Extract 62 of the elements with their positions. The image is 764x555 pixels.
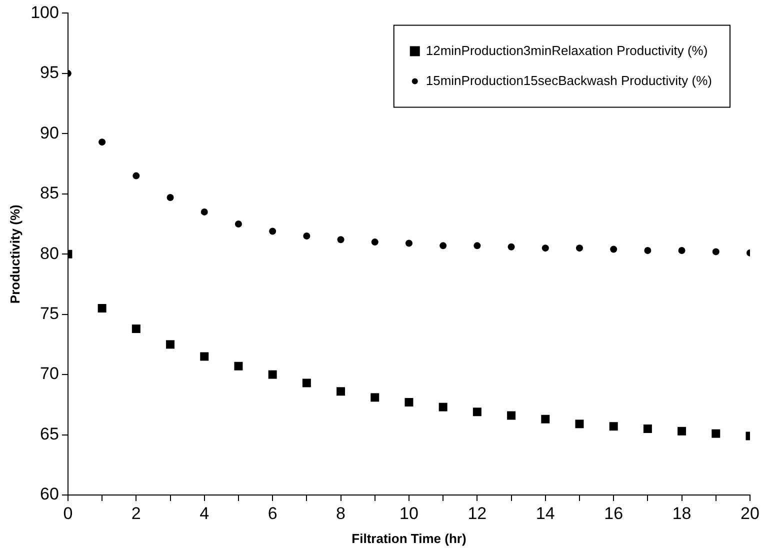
point bbox=[438, 402, 448, 412]
point bbox=[166, 340, 175, 349]
point bbox=[234, 362, 243, 370]
point bbox=[166, 194, 174, 201]
x-tick-label: 8 bbox=[336, 504, 346, 523]
x-tick-label: 14 bbox=[536, 504, 555, 523]
x-tick-label: 20 bbox=[740, 504, 760, 523]
x-tick-label: 10 bbox=[400, 504, 418, 523]
y-tick-label: 95 bbox=[40, 63, 59, 82]
point bbox=[472, 408, 482, 416]
point bbox=[508, 243, 515, 250]
point bbox=[440, 242, 447, 250]
point bbox=[370, 393, 380, 402]
y-tick-label: 65 bbox=[40, 424, 59, 444]
legend-label: 12minProduction3minRelaxation Productivity (%) bbox=[426, 42, 708, 58]
x-tick-label: 2 bbox=[131, 504, 141, 523]
point bbox=[200, 208, 208, 216]
point bbox=[712, 429, 720, 438]
point bbox=[644, 246, 652, 254]
point bbox=[405, 240, 412, 247]
point bbox=[678, 426, 686, 436]
point bbox=[234, 220, 242, 228]
point bbox=[132, 324, 140, 334]
point bbox=[576, 244, 583, 252]
point bbox=[268, 370, 277, 379]
y-tick-label: 60 bbox=[40, 484, 59, 504]
point bbox=[302, 378, 311, 388]
x-tick-label: 16 bbox=[604, 504, 624, 523]
point bbox=[303, 232, 310, 240]
y-tick-label: 100 bbox=[30, 2, 59, 22]
point bbox=[371, 238, 378, 246]
x-tick-label: 6 bbox=[268, 504, 278, 523]
point bbox=[575, 420, 584, 428]
point bbox=[404, 398, 414, 406]
point bbox=[337, 236, 344, 244]
y-tick-label: 80 bbox=[40, 244, 59, 263]
point bbox=[200, 352, 209, 361]
point bbox=[336, 387, 346, 396]
y-tick-label: 90 bbox=[40, 123, 59, 142]
point bbox=[98, 138, 106, 146]
point bbox=[678, 246, 686, 254]
point bbox=[643, 424, 652, 433]
point bbox=[712, 248, 720, 256]
point bbox=[132, 172, 140, 180]
y-axis-title: Productivity (%) bbox=[7, 204, 22, 304]
y-tick-label: 70 bbox=[40, 364, 59, 384]
x-tick-label: 12 bbox=[468, 504, 487, 523]
point bbox=[610, 246, 618, 253]
point bbox=[269, 228, 276, 235]
x-tick-label: 18 bbox=[672, 504, 692, 523]
x-tick-label: 4 bbox=[200, 504, 210, 523]
x-tick-label: 0 bbox=[63, 504, 73, 523]
point bbox=[507, 411, 516, 420]
point bbox=[609, 422, 618, 431]
point bbox=[98, 304, 106, 313]
point bbox=[474, 242, 481, 250]
point bbox=[541, 414, 550, 424]
legend-label: 15minProduction15secBackwash Productivity (%) bbox=[426, 72, 712, 88]
y-tick-label: 75 bbox=[40, 304, 59, 324]
point bbox=[542, 244, 549, 252]
y-tick-label: 85 bbox=[40, 184, 59, 203]
x-axis-title: Filtration Time (hr) bbox=[352, 530, 466, 546]
